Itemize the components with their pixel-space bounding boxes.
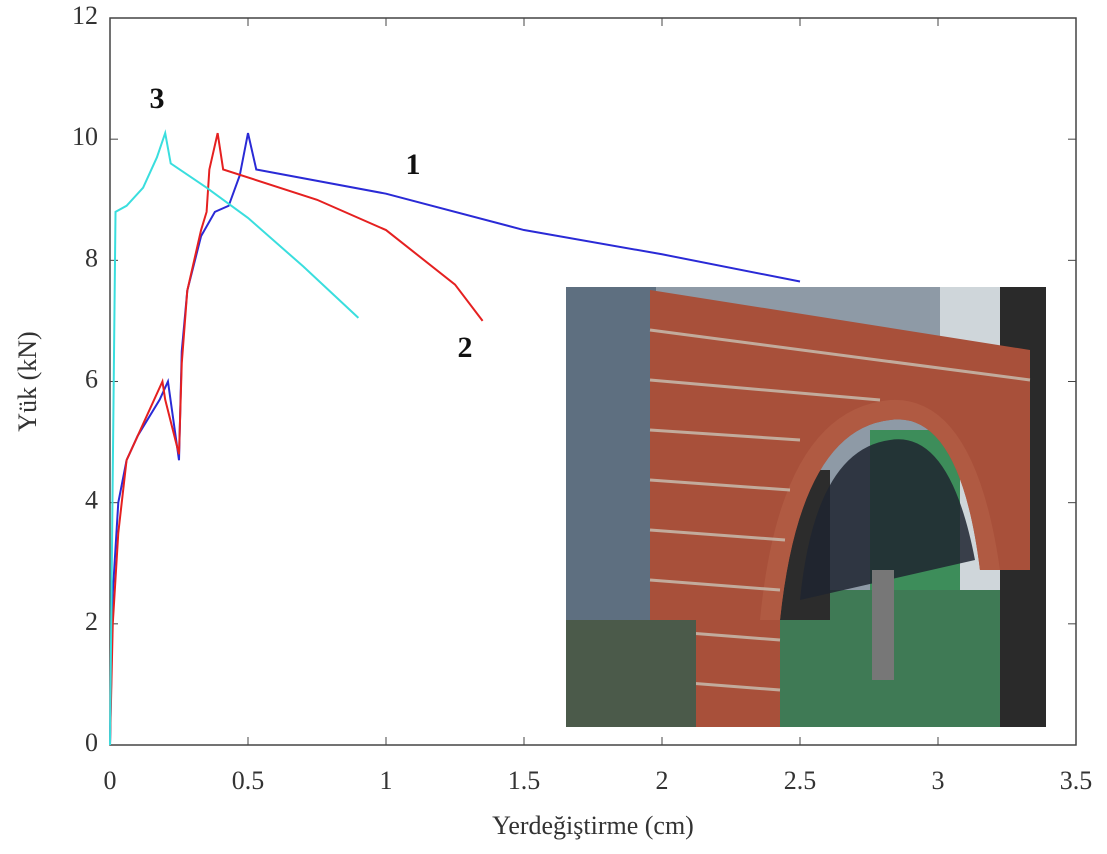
series-line: [109, 132, 484, 746]
series-label: 3: [150, 82, 165, 115]
y-axis-label: Yük (kN): [13, 331, 42, 431]
x-tick-label: 0: [104, 766, 117, 795]
series-label: 1: [406, 148, 421, 181]
y-tick-label: 12: [72, 1, 98, 30]
x-tick-label: 2: [656, 766, 669, 795]
x-tick-label: 3.5: [1060, 766, 1093, 795]
y-tick-label: 0: [85, 728, 98, 757]
x-tick-label: 3: [932, 766, 945, 795]
x-tick-label: 2.5: [784, 766, 817, 795]
series-line: [109, 129, 360, 746]
photo: [566, 287, 1046, 727]
x-tick-label: 1.5: [508, 766, 541, 795]
y-tick-label: 4: [85, 486, 98, 515]
y-tick-label: 6: [85, 364, 98, 393]
y-tick-label: 10: [72, 122, 98, 151]
x-axis-label: Yerdeğiştirme (cm): [492, 811, 694, 840]
x-tick-label: 0.5: [232, 766, 265, 795]
series-label: 2: [458, 331, 473, 364]
x-tick-label: 1: [380, 766, 393, 795]
y-tick-label: 8: [85, 243, 98, 272]
y-tick-label: 2: [85, 607, 98, 636]
